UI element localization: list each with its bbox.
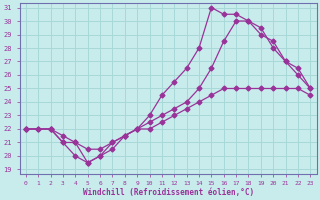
X-axis label: Windchill (Refroidissement éolien,°C): Windchill (Refroidissement éolien,°C) (83, 188, 254, 197)
